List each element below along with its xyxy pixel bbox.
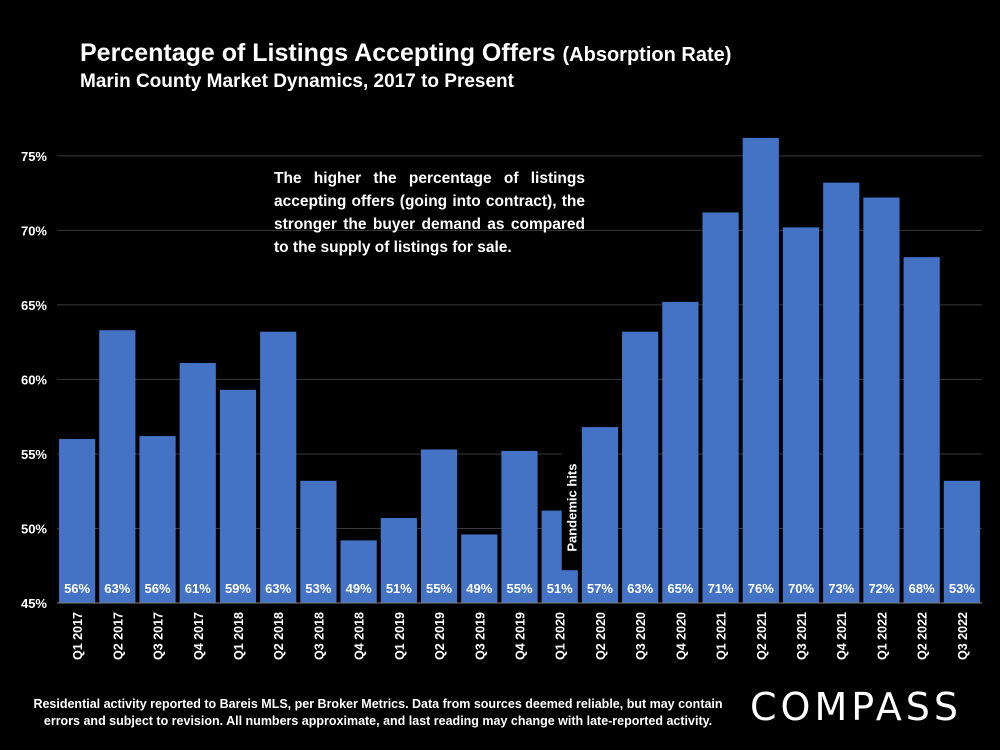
- x-tick-label: Q2 2022: [916, 612, 930, 660]
- chart-subtitle: Marin County Market Dynamics, 2017 to Pr…: [80, 71, 514, 92]
- pandemic-annotation: Pandemic hits: [565, 464, 580, 552]
- bar: [782, 227, 820, 604]
- bar: [943, 480, 980, 603]
- title-suffix: (Absorption Rate): [562, 44, 732, 66]
- source-footnote: Residential activity reported to Bareis …: [33, 697, 723, 728]
- data-label: 72%: [868, 581, 894, 596]
- bar: [702, 212, 739, 604]
- data-label: 51%: [386, 581, 412, 596]
- y-tick-label: 60%: [21, 372, 47, 387]
- x-tick-label: Q1 2017: [71, 612, 85, 660]
- x-tick-label: Q4 2021: [835, 612, 849, 660]
- bar: [863, 197, 900, 604]
- x-tick-label: Q4 2020: [674, 612, 688, 660]
- x-tick-label: Q1 2018: [232, 612, 246, 660]
- x-tick-label: Q2 2018: [272, 612, 286, 660]
- x-tick-label: Q3 2022: [956, 612, 970, 660]
- bar: [300, 480, 337, 603]
- data-label: 56%: [145, 581, 171, 596]
- data-label: 51%: [547, 581, 573, 596]
- bar: [420, 449, 458, 603]
- bar: [581, 427, 619, 603]
- data-label: 49%: [346, 581, 372, 596]
- data-label: 68%: [909, 581, 935, 596]
- bar: [59, 439, 96, 603]
- data-label: 61%: [185, 581, 211, 596]
- x-tick-label: Q3 2019: [473, 612, 487, 660]
- data-label: 56%: [64, 581, 90, 596]
- bar: [742, 137, 779, 604]
- bar: [461, 534, 498, 603]
- x-tick-label: Q2 2020: [594, 612, 608, 660]
- bar: [179, 363, 216, 603]
- x-tick-label: Q4 2018: [353, 612, 367, 660]
- data-label: 73%: [828, 581, 854, 596]
- x-tick-label: Q2 2017: [111, 612, 125, 660]
- data-label: 63%: [265, 581, 291, 596]
- y-tick-label: 70%: [21, 223, 47, 238]
- data-label: 70%: [788, 581, 814, 596]
- x-tick-label: Q1 2022: [875, 612, 889, 660]
- bar: [99, 330, 136, 603]
- x-tick-label: Q1 2021: [715, 612, 729, 660]
- bar: [380, 518, 417, 603]
- bar: [622, 331, 659, 603]
- x-tick-label: Q1 2019: [393, 612, 407, 660]
- bar: [219, 389, 257, 603]
- chart-annotation: The higher the percentage of listings ac…: [274, 170, 585, 256]
- data-label: 57%: [587, 581, 613, 596]
- x-tick-label: Q3 2018: [312, 612, 326, 660]
- x-tick-label: Q4 2017: [192, 612, 206, 660]
- y-tick-label: 65%: [21, 298, 47, 313]
- bar: [823, 182, 860, 604]
- bar: [662, 301, 699, 603]
- x-tick-label: Q3 2021: [795, 612, 809, 660]
- data-label: 59%: [225, 581, 251, 596]
- data-label: 53%: [949, 581, 975, 596]
- bar: [340, 540, 377, 603]
- data-label: 63%: [104, 581, 130, 596]
- bar: [903, 257, 940, 603]
- data-label: 71%: [708, 581, 734, 596]
- y-tick-label: 55%: [21, 447, 47, 462]
- x-tick-label: Q2 2019: [433, 612, 447, 660]
- data-label: 55%: [426, 581, 452, 596]
- x-tick-label: Q1 2020: [554, 612, 568, 660]
- x-tick-label: Q3 2017: [152, 612, 166, 660]
- data-label: 53%: [305, 581, 331, 596]
- y-tick-label: 75%: [21, 149, 47, 164]
- title-main: Percentage of Listings Accepting Offers: [80, 39, 556, 67]
- bar: [139, 436, 176, 603]
- y-tick-label: 45%: [21, 596, 47, 611]
- data-label: 76%: [748, 581, 774, 596]
- bar: [260, 331, 297, 603]
- data-label: 65%: [667, 581, 693, 596]
- data-label: 55%: [506, 581, 532, 596]
- x-tick-label: Q2 2021: [755, 612, 769, 660]
- y-tick-label: 50%: [21, 521, 47, 536]
- compass-logo: COMPASS: [750, 685, 962, 729]
- chart-title: Percentage of Listings Accepting Offers …: [80, 38, 731, 70]
- x-tick-label: Q3 2020: [634, 612, 648, 660]
- data-label: 49%: [466, 581, 492, 596]
- x-tick-label: Q4 2019: [514, 612, 528, 660]
- bar: [501, 450, 538, 603]
- annotation-box: [561, 444, 582, 571]
- data-label: 63%: [627, 581, 653, 596]
- title-block: Percentage of Listings Accepting Offers …: [80, 38, 731, 94]
